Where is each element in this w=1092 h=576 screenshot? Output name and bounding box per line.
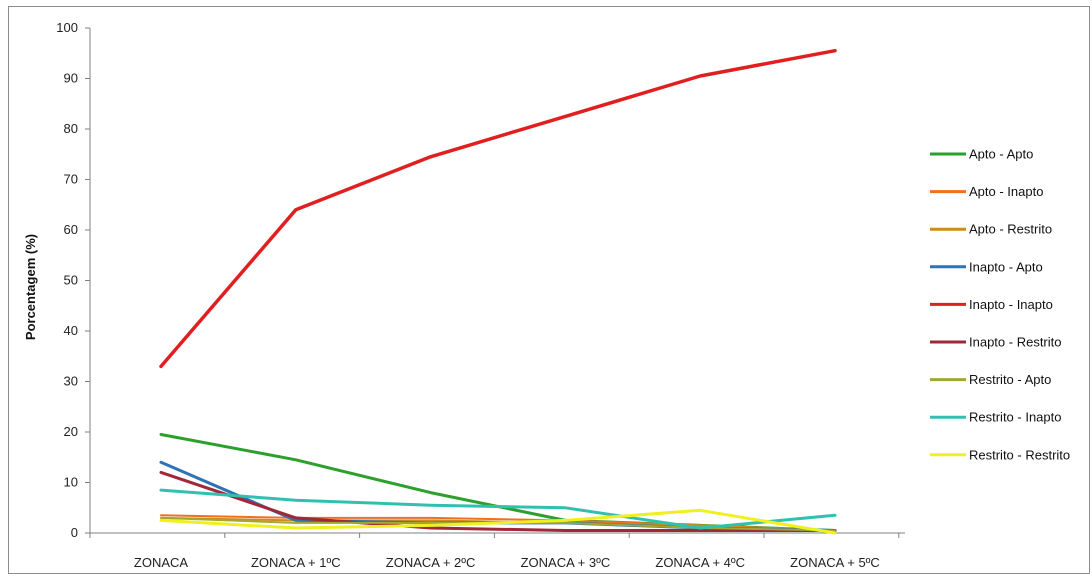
x-tick-label: ZONACA [134,555,189,570]
y-tick-label: 90 [64,71,78,86]
series-lines [159,48,837,535]
y-tick-label: 70 [64,172,78,187]
legend-label: Restrito - Inapto [969,410,1062,425]
x-tick-label: ZONACA + 3ºC [521,555,611,570]
chart-frame [8,6,1090,574]
x-tick-label: ZONACA + 1ºC [251,555,341,570]
y-tick-label: 60 [64,222,78,237]
y-tick-label: 0 [71,525,78,540]
series-line-5 [159,470,837,532]
legend-label: Restrito - Apto [969,372,1051,387]
legend-label: Apto - Apto [969,147,1033,162]
y-tick-label: 20 [64,424,78,439]
legend-label: Inapto - Apto [969,259,1043,274]
legend-label: Apto - Restrito [969,222,1052,237]
y-tick-label: 30 [64,374,78,389]
y-tick-label: 100 [56,20,78,35]
y-tick-label: 10 [64,475,78,490]
x-tick-label: ZONACA + 2ºC [386,555,476,570]
series-line-7 [159,488,837,530]
series-line-8 [159,508,837,535]
legend-label: Apto - Inapto [969,184,1043,199]
axes: 0 10 20 30 40 50 60 70 80 90 100 ZONACA ZONACA + 1ºC… [56,20,905,570]
x-tick-label: ZONACA + 5ºC [790,555,880,570]
y-tick-label: 40 [64,323,78,338]
legend: Apto - Apto Apto - Inapto Apto - Restrito I… [930,147,1070,462]
series-line-4 [159,48,837,369]
x-tick-label: ZONACA + 4ºC [655,555,745,570]
legend-label: Inapto - Restrito [969,335,1062,350]
y-tick-label: 50 [64,273,78,288]
y-axis-title: Porcentagem (%) [23,234,38,340]
y-tick-label: 80 [64,121,78,136]
legend-label: Restrito - Restrito [969,447,1070,462]
legend-label: Inapto - Inapto [969,297,1053,312]
